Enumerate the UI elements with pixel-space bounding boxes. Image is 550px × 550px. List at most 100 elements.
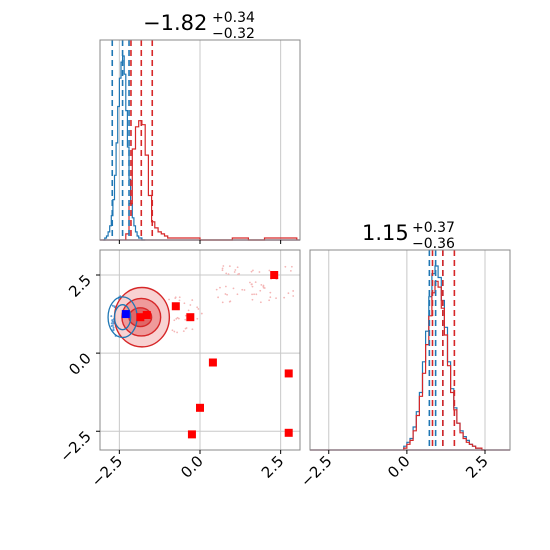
joint-faint-point	[196, 317, 199, 320]
joint-faint-point	[224, 293, 227, 295]
joint-faint-point	[233, 271, 236, 273]
joint-faint-point	[269, 296, 272, 299]
joint-red-marker-5	[196, 403, 204, 412]
joint-ytick-label-2: 2.5	[65, 271, 95, 301]
joint-xtick-label-1: 0.0	[177, 452, 207, 482]
joint-faint-point	[253, 293, 255, 296]
joint-faint-point	[283, 296, 286, 299]
title-1-minus: −0.32	[212, 26, 255, 42]
joint-faint-point	[173, 319, 176, 322]
joint-faint-point	[224, 285, 227, 288]
joint-faint-point	[250, 270, 253, 273]
joint-faint-point	[178, 296, 181, 299]
hist1-series-0	[103, 55, 146, 241]
joint-blue-contour-0	[113, 304, 132, 331]
joint-faint-point	[191, 299, 194, 301]
joint-faint-point	[292, 295, 295, 297]
joint-blue-point	[110, 315, 113, 318]
joint-faint-point	[189, 304, 192, 306]
joint-faint-point	[275, 297, 277, 300]
joint-faint-point	[263, 287, 266, 289]
joint-faint-point	[197, 308, 200, 310]
title-param-2: 1.15 +0.37 −0.36	[362, 220, 455, 252]
joint-faint-point	[227, 273, 230, 276]
joint-faint-point	[171, 329, 174, 332]
joint-faint-point	[287, 292, 290, 295]
joint-faint-point	[228, 265, 231, 268]
joint-faint-point	[221, 301, 224, 304]
joint-faint-point	[215, 288, 218, 291]
histogram-param-1-panel	[99, 39, 301, 244]
joint-blue-point	[111, 319, 114, 322]
joint-faint-point	[254, 281, 257, 283]
joint-faint-point	[168, 298, 170, 301]
title-1-plus: +0.34	[212, 10, 255, 26]
joint-faint-point	[176, 316, 179, 319]
joint-faint-point	[226, 293, 228, 296]
joint-faint-point	[217, 296, 219, 299]
joint-faint-point	[250, 283, 253, 286]
joint-faint-point	[234, 269, 237, 271]
joint-faint-point	[289, 269, 292, 272]
joint-faint-point	[184, 318, 187, 321]
joint-faint-point	[173, 330, 176, 333]
joint-faint-point	[184, 314, 187, 317]
title-param-1: −1.82 +0.34 −0.32	[143, 10, 255, 42]
joint-faint-point	[182, 330, 185, 333]
joint-faint-point	[225, 272, 228, 275]
hist2-xtick-label-2: 2.5	[462, 452, 492, 482]
joint-faint-point	[219, 286, 221, 289]
joint-xtick-label-2: 2.5	[258, 452, 288, 482]
joint-red-marker-8	[284, 369, 293, 378]
joint-faint-point	[221, 269, 224, 272]
joint-faint-point	[258, 271, 261, 273]
title-1-value: −1.82	[143, 11, 207, 35]
joint-faint-point	[232, 287, 235, 290]
hist2-xtick-label-1: 0.0	[384, 452, 414, 482]
joint-faint-point	[284, 265, 287, 268]
joint-faint-point	[251, 293, 253, 296]
hist1-series-1	[125, 120, 298, 241]
joint-faint-point	[236, 266, 239, 269]
joint-blue-point	[112, 329, 115, 332]
joint-faint-point	[249, 281, 251, 284]
joint-faint-point	[269, 291, 272, 294]
title-2-value: 1.15	[362, 221, 409, 245]
joint-faint-point	[236, 293, 239, 296]
joint-distribution-panel	[96, 249, 301, 454]
joint-faint-point	[252, 269, 254, 272]
joint-faint-point	[237, 273, 239, 276]
histogram-param-2-panel	[309, 249, 511, 454]
joint-blue-point	[111, 324, 114, 327]
joint-faint-point	[191, 328, 194, 331]
joint-faint-point	[259, 289, 262, 292]
joint-red-marker-0	[136, 313, 145, 322]
joint-faint-point	[200, 312, 203, 315]
joint-faint-point	[259, 301, 262, 304]
joint-ytick-label-1: 0.0	[65, 349, 95, 379]
joint-faint-point	[262, 284, 265, 287]
joint-faint-point	[176, 331, 179, 334]
joint-red-marker-1	[142, 311, 151, 319]
joint-faint-point	[268, 269, 271, 272]
joint-red-marker-6	[187, 430, 196, 439]
joint-faint-point	[268, 299, 271, 302]
joint-faint-point	[290, 265, 293, 268]
joint-faint-point	[241, 288, 244, 291]
title-2-plus: +0.37	[412, 220, 455, 236]
joint-ytick-label-0: −2.5	[56, 427, 94, 465]
joint-faint-point	[196, 306, 199, 309]
joint-blue-marker-0	[121, 310, 130, 319]
joint-faint-point	[228, 300, 231, 303]
joint-faint-point	[174, 296, 177, 299]
hist2-series-1	[403, 280, 485, 451]
joint-xtick-label-0: −2.5	[88, 452, 126, 490]
joint-blue-point	[112, 326, 115, 329]
joint-faint-point	[178, 299, 181, 302]
joint-blue-point	[111, 304, 114, 307]
joint-faint-point	[175, 317, 178, 320]
joint-red-marker-7	[270, 271, 279, 279]
joint-red-marker-2	[171, 302, 180, 311]
joint-faint-point	[177, 317, 180, 320]
